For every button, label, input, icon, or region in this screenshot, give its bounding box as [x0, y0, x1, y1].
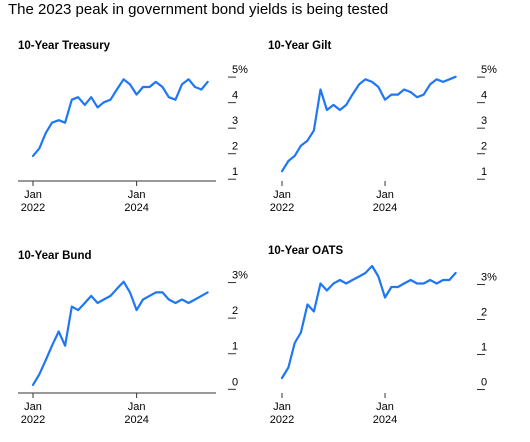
y-tick-label-treasury: 2 [232, 141, 238, 153]
y-tick-label-treasury: 4 [232, 90, 238, 102]
x-tick-label-gilt: Jan [376, 189, 394, 201]
x-tick-label-gilt: Jan [273, 189, 291, 201]
x-tick-label-oats: 2022 [270, 414, 294, 426]
y-tick-label-oats: 1 [481, 342, 487, 354]
series-line-oats [280, 264, 457, 380]
x-tick-label-bund: Jan [24, 401, 42, 413]
panel-title-bund: 10-Year Bund [18, 250, 92, 262]
x-tick-label-gilt: 2022 [270, 202, 294, 214]
y-tick-label-gilt: 4 [481, 90, 487, 102]
y-tick-label-gilt: 5% [481, 64, 497, 76]
x-tick-label-gilt: 2024 [373, 202, 397, 214]
series-line-bund [31, 280, 209, 386]
panel-title-gilt: 10-Year Gilt [268, 40, 332, 52]
y-tick-label-bund: 1 [232, 341, 238, 353]
x-tick-label-oats: Jan [376, 401, 394, 413]
series-line-treasury [31, 78, 209, 157]
panel-title-oats: 10-Year OATS [268, 245, 344, 257]
y-tick-label-gilt: 3 [481, 115, 487, 127]
panel-title-treasury: 10-Year Treasury [18, 40, 111, 52]
y-tick-label-gilt: 1 [481, 166, 487, 178]
headline: The 2023 peak in government bond yields … [8, 1, 389, 18]
series-line-gilt [280, 75, 457, 173]
y-tick-label-bund: 0 [232, 376, 238, 388]
y-tick-label-gilt: 2 [481, 141, 487, 153]
x-tick-label-treasury: Jan [128, 189, 146, 201]
x-tick-label-treasury: Jan [24, 189, 42, 201]
x-tick-label-bund: 2022 [21, 414, 45, 426]
y-tick-label-treasury: 3 [232, 115, 238, 127]
y-tick-label-bund: 2 [232, 305, 238, 317]
x-tick-label-oats: 2024 [373, 414, 397, 426]
y-tick-label-treasury: 1 [232, 166, 238, 178]
y-tick-label-bund: 3% [232, 270, 248, 282]
y-tick-label-oats: 3% [481, 272, 497, 284]
x-tick-label-bund: 2024 [124, 414, 148, 426]
x-tick-label-treasury: 2022 [21, 202, 45, 214]
x-tick-label-treasury: 2024 [124, 202, 148, 214]
y-tick-label-treasury: 5% [232, 64, 248, 76]
x-tick-label-oats: Jan [273, 401, 291, 413]
y-tick-label-oats: 2 [481, 307, 487, 319]
y-tick-label-oats: 0 [481, 377, 487, 389]
x-tick-label-bund: Jan [128, 401, 146, 413]
